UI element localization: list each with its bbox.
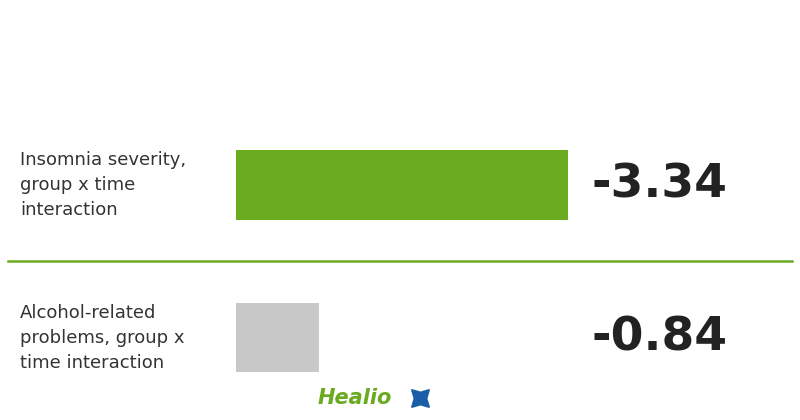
- Text: -0.84: -0.84: [592, 315, 728, 360]
- Text: Healio: Healio: [318, 388, 392, 408]
- Text: Insomnia severity,
group x time
interaction: Insomnia severity, group x time interact…: [20, 151, 186, 219]
- Bar: [236, 303, 319, 373]
- Bar: [236, 150, 568, 220]
- Text: Follow-up change in insomnia severity and alcohol-related: Follow-up change in insomnia severity an…: [66, 24, 734, 42]
- Text: problems after CBT-I vs. sleep hygiene education in AUD:: problems after CBT-I vs. sleep hygiene e…: [75, 66, 725, 84]
- Text: -3.34: -3.34: [592, 163, 728, 208]
- Text: Alcohol-related
problems, group x
time interaction: Alcohol-related problems, group x time i…: [20, 304, 185, 372]
